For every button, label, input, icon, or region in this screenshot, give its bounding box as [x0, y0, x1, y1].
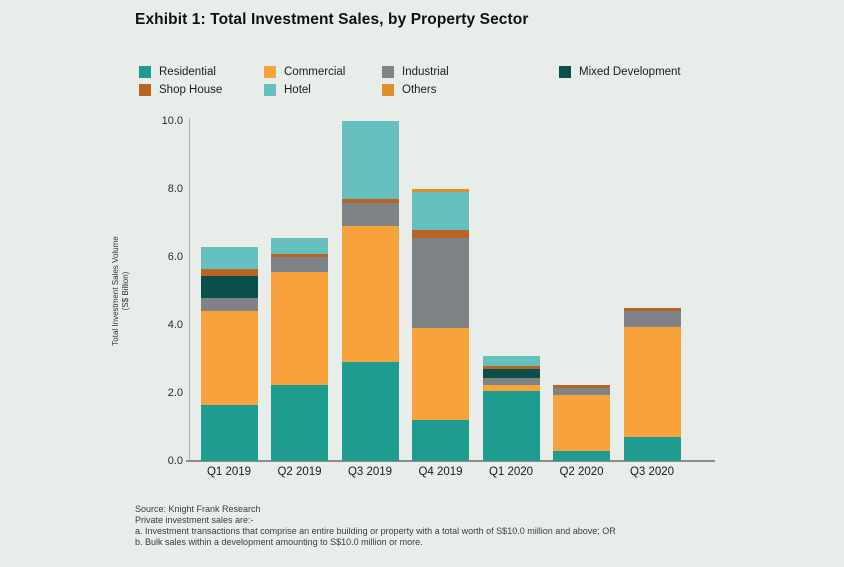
bar-segment-mixed-development — [200, 275, 258, 298]
y-tick-8.0: 8.0 — [167, 183, 183, 195]
bar-segment-residential — [553, 450, 610, 461]
legend-label: Industrial — [402, 66, 449, 78]
bar-segment-industrial — [271, 257, 328, 273]
footnote: Source: Knight Frank Research Private in… — [135, 504, 616, 548]
footnote-line4: b. Bulk sales within a development amoun… — [135, 536, 423, 547]
y-tick-4.0: 4.0 — [167, 319, 183, 331]
bar-segment-shop-house — [200, 268, 258, 276]
legend-item-shop-house: Shop House — [139, 84, 264, 96]
bar-segment-residential — [341, 362, 399, 461]
bar-q4-2019 — [412, 189, 469, 461]
legend-label: Shop House — [159, 84, 223, 96]
legend-swatch-commercial — [264, 66, 276, 78]
y-tick-6.0: 6.0 — [167, 251, 183, 263]
bar-q2-2019 — [271, 238, 328, 461]
legend-swatch-hotel — [264, 84, 276, 96]
legend-swatch-industrial — [382, 66, 394, 78]
bar-segment-hotel — [341, 121, 399, 200]
y-tick-0.0: 0.0 — [167, 455, 183, 467]
bar-segment-shop-house — [341, 199, 399, 203]
legend-label: Commercial — [284, 66, 346, 78]
bar-segment-industrial — [200, 297, 258, 312]
bar-q1-2019 — [200, 246, 258, 461]
footnote-source: Source: Knight Frank Research — [135, 504, 261, 514]
legend-label: Mixed Development — [579, 66, 681, 78]
bar-segment-industrial — [341, 202, 399, 227]
bar-segment-hotel — [482, 355, 540, 366]
bar-segment-commercial — [553, 394, 610, 451]
x-axis-line — [186, 460, 715, 462]
legend-swatch-mixed-development — [559, 66, 571, 78]
chart-legend: Residential Commercial Industrial Mixed Dev… — [139, 66, 681, 96]
bar-segment-residential — [482, 391, 540, 461]
legend-swatch-others — [382, 84, 394, 96]
bar-segment-shop-house — [271, 253, 328, 258]
bar-segment-industrial — [553, 387, 610, 395]
bar-segment-commercial — [341, 226, 399, 363]
x-tick-q1-2019: Q1 2019 — [206, 466, 252, 478]
x-tick-q2-2020: Q2 2020 — [559, 466, 604, 478]
legend-item-mixed-development: Mixed Development — [559, 66, 681, 78]
x-tick-q2-2019: Q2 2019 — [277, 466, 322, 478]
bar-segment-shop-house — [623, 308, 681, 312]
bar-segment-residential — [623, 437, 681, 461]
legend-item-hotel: Hotel — [264, 84, 382, 96]
bar-segment-residential — [200, 404, 258, 461]
y-axis-label-line1: Total Investment Sales Volume — [111, 236, 120, 346]
bar-q3-2020 — [623, 308, 681, 461]
bar-segment-commercial — [412, 328, 469, 421]
bar-segment-industrial — [412, 238, 469, 329]
bar-segment-industrial — [623, 311, 681, 327]
y-tick-10.0: 10.0 — [161, 115, 183, 127]
footnote-line2: Private investment sales are:- — [135, 514, 254, 525]
legend-label: Hotel — [284, 84, 311, 96]
legend-item-others: Others — [382, 84, 559, 96]
legend-label: Others — [402, 84, 437, 96]
legend-item-industrial: Industrial — [382, 66, 559, 78]
bar-segment-industrial — [482, 377, 540, 385]
x-tick-q3-2019: Q3 2019 — [347, 466, 393, 478]
x-tick-q1-2020: Q1 2020 — [488, 466, 534, 478]
y-axis-label-line2: (S$ Billion) — [120, 271, 130, 311]
bar-segment-commercial — [271, 272, 328, 385]
bar-segment-residential — [271, 384, 328, 461]
bar-segment-commercial — [482, 384, 540, 392]
footnote-line3: a. Investment transactions that comprise… — [135, 525, 616, 536]
legend-swatch-shop-house — [139, 84, 151, 96]
bar-q2-2020 — [553, 384, 610, 461]
bar-q3-2019 — [341, 121, 399, 461]
y-tick-2.0: 2.0 — [167, 387, 183, 399]
bar-segment-shop-house — [553, 384, 610, 388]
bar-segment-commercial — [200, 311, 258, 405]
legend-swatch-residential — [139, 66, 151, 78]
bar-segment-commercial — [623, 326, 681, 438]
y-axis-label: Total Investment Sales Volume (S$ Billio… — [111, 231, 130, 351]
x-tick-q3-2020: Q3 2020 — [629, 466, 675, 478]
x-tick-q4-2019: Q4 2019 — [418, 466, 463, 478]
plot-area — [189, 118, 713, 461]
bar-q1-2020 — [482, 355, 540, 461]
legend-item-residential: Residential — [139, 66, 264, 78]
bar-segment-hotel — [271, 238, 328, 254]
chart-title: Exhibit 1: Total Investment Sales, by Pr… — [135, 11, 529, 28]
legend-item-commercial: Commercial — [264, 66, 382, 78]
bar-segment-hotel — [200, 246, 258, 269]
bar-segment-hotel — [412, 192, 469, 230]
bar-segment-residential — [412, 420, 469, 461]
bar-segment-others — [412, 189, 469, 193]
bar-segment-shop-house — [412, 229, 469, 239]
legend-label: Residential — [159, 66, 216, 78]
bar-segment-mixed-development — [482, 369, 540, 378]
bar-segment-shop-house — [482, 365, 540, 370]
